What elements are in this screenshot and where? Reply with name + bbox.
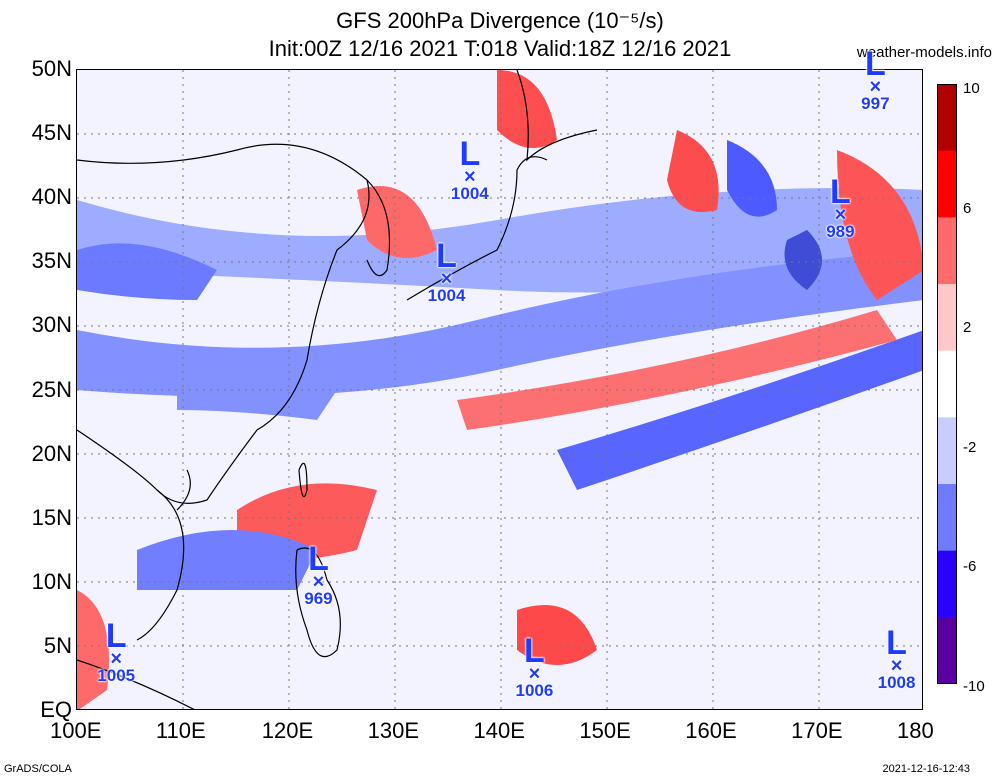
footer-left: GrADS/COLA [4, 763, 72, 775]
low-pressure-value: 997 [861, 93, 890, 113]
colorbar-tick-label: 10 [963, 80, 980, 97]
low-pressure-value: 989 [826, 222, 855, 242]
latitude-label: 30N [31, 312, 72, 338]
low-center-mark: × [890, 655, 903, 678]
colorbar-segment [937, 84, 957, 152]
low-pressure-center: L × 989 [816, 173, 864, 242]
low-symbol: L [308, 539, 329, 578]
low-pressure-center: L × 997 [851, 44, 899, 113]
low-center-mark: × [869, 75, 882, 98]
colorbar-tick-label: -2 [963, 438, 977, 456]
latitude-label: 25N [31, 376, 72, 402]
footer-right: 2021-12-16-12:43 [882, 763, 970, 775]
colorbar [937, 84, 957, 685]
low-symbol: L [886, 624, 907, 663]
longitude-label: 140E [473, 718, 525, 743]
colorbar-segment [937, 150, 957, 219]
colorbar-segment [937, 550, 957, 619]
longitude-label: 170E [791, 718, 843, 743]
longitude-label: 150E [579, 718, 631, 743]
divergence-map [76, 69, 923, 710]
low-pressure-center: L × 1004 [423, 237, 471, 306]
longitude-label: 120E [261, 718, 314, 743]
map-canvas [77, 70, 922, 709]
latitude-label: 50N [31, 56, 72, 81]
low-pressure-center: L × 1005 [92, 616, 140, 685]
latitude-label: 40N [31, 184, 72, 210]
low-center-mark: × [834, 204, 847, 227]
low-center-mark: × [464, 165, 476, 188]
colorbar-segment [937, 217, 957, 285]
colorbar-ramp [937, 84, 957, 685]
longitude-label: 100E [50, 718, 102, 743]
low-center-mark: × [110, 647, 123, 670]
colorbar-tick-label: 6 [963, 199, 972, 217]
credit-label: weather-models.info [856, 44, 992, 61]
title-line-2: Init:00Z 12/16 2021 T:018 Valid:18Z 12/1… [268, 36, 732, 61]
colorbar-segment [937, 284, 957, 352]
longitude-label: 180 [897, 718, 934, 743]
latitude-label: 10N [31, 568, 72, 594]
colorbar-tick-label: -10 [963, 678, 985, 695]
longitude-label: 110E [155, 718, 206, 743]
latitude-label: 20N [31, 440, 72, 466]
low-symbol: L [864, 44, 886, 83]
colorbar-tick-label: -6 [963, 558, 977, 576]
low-pressure-value: 1008 [877, 673, 916, 693]
low-center-mark: × [312, 570, 325, 593]
latitude-label: 5N [43, 632, 72, 658]
low-symbol: L [459, 134, 481, 173]
low-pressure-center: L × 1008 [873, 624, 921, 693]
low-pressure-value: 1005 [97, 665, 136, 685]
colorbar-segment [937, 350, 957, 419]
low-pressure-center: L × 969 [294, 539, 342, 608]
low-pressure-value: 1004 [427, 286, 466, 306]
colorbar-segment [937, 617, 957, 685]
low-pressure-center: L × 1004 [446, 134, 494, 203]
title-line-1: GFS 200hPa Divergence (10⁻⁵/s) [336, 8, 664, 33]
low-pressure-value: 1004 [450, 183, 489, 203]
low-symbol: L [830, 173, 851, 212]
low-center-mark: × [440, 268, 453, 291]
graticule [77, 70, 922, 709]
low-pressure-value: 1006 [515, 681, 554, 701]
low-symbol: L [105, 616, 127, 655]
latitude-label: 45N [31, 120, 72, 146]
longitude-label: 130E [367, 718, 420, 743]
latitude-label: 35N [31, 248, 72, 274]
coastlines [77, 70, 598, 709]
colorbar-segment [937, 417, 957, 485]
low-symbol: L [524, 632, 545, 671]
latitude-label: EQ [40, 697, 72, 722]
colorbar-frame [937, 84, 957, 684]
latitude-label: 15N [31, 504, 72, 530]
low-center-mark: × [528, 663, 541, 686]
longitude-label: 160E [685, 718, 737, 743]
divergence-field [77, 70, 922, 709]
low-symbol: L [436, 237, 457, 276]
colorbar-tick-label: 2 [963, 319, 972, 337]
low-pressure-center: L × 1006 [510, 632, 558, 701]
low-pressure-value: 969 [304, 588, 333, 608]
colorbar-segment [937, 484, 957, 552]
